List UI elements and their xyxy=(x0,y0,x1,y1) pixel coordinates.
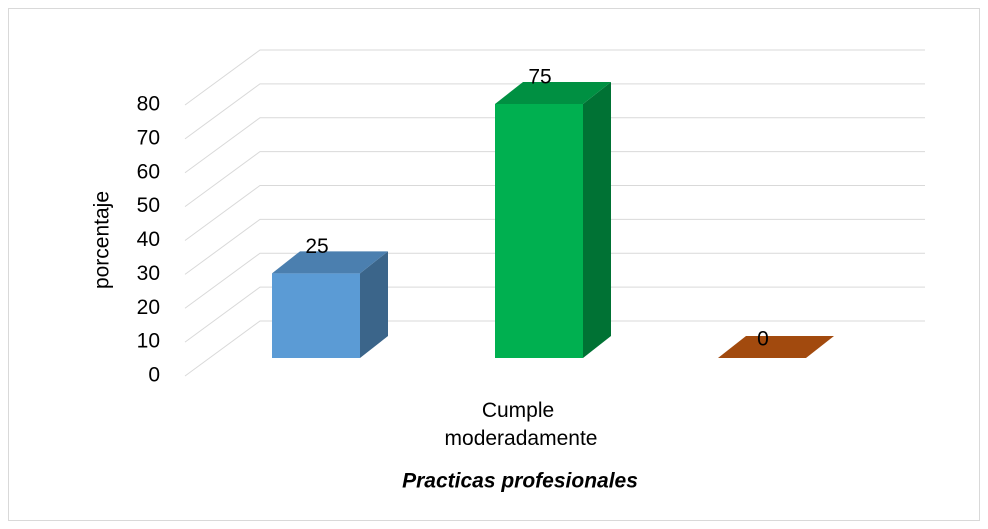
y-axis-title: porcentaje xyxy=(91,191,114,289)
grid-line xyxy=(184,151,925,208)
value-label: 25 xyxy=(305,235,328,258)
bar-top xyxy=(272,251,388,274)
bar-front xyxy=(272,273,360,358)
x-tick-label-line: Cumple xyxy=(482,399,554,422)
bar xyxy=(495,81,611,358)
y-tick-label: 20 xyxy=(137,296,160,319)
x-tick-label: Cumple moderadamente xyxy=(445,399,598,450)
bar-side xyxy=(360,251,388,358)
y-tick-label: 10 xyxy=(137,330,160,353)
y-tick-label: 50 xyxy=(137,194,160,217)
bar-top xyxy=(718,336,834,358)
grid-line xyxy=(184,286,925,343)
bar xyxy=(718,336,834,358)
grid-line xyxy=(184,320,925,377)
bar-top xyxy=(495,81,611,104)
y-tick-label: 0 xyxy=(148,364,160,387)
chart-border xyxy=(8,8,980,521)
y-tick-label: 60 xyxy=(137,160,160,183)
grid-line xyxy=(184,49,925,106)
y-tick-label: 80 xyxy=(137,93,160,116)
grid-line xyxy=(184,218,925,275)
value-label: 0 xyxy=(757,328,769,351)
grid-line xyxy=(184,83,925,140)
bar-side xyxy=(583,81,611,358)
bar-front xyxy=(495,103,583,358)
y-tick-label: 30 xyxy=(137,262,160,285)
value-label: 75 xyxy=(528,65,551,88)
grid-line xyxy=(184,185,925,241)
y-tick-label: 40 xyxy=(137,228,160,251)
bar xyxy=(272,251,388,358)
x-axis-title: Practicas profesionales xyxy=(402,470,638,493)
grid-line xyxy=(184,117,925,174)
y-tick-label: 70 xyxy=(137,126,160,149)
grid-line xyxy=(184,252,925,309)
x-tick-label-line: moderadamente xyxy=(445,427,598,450)
